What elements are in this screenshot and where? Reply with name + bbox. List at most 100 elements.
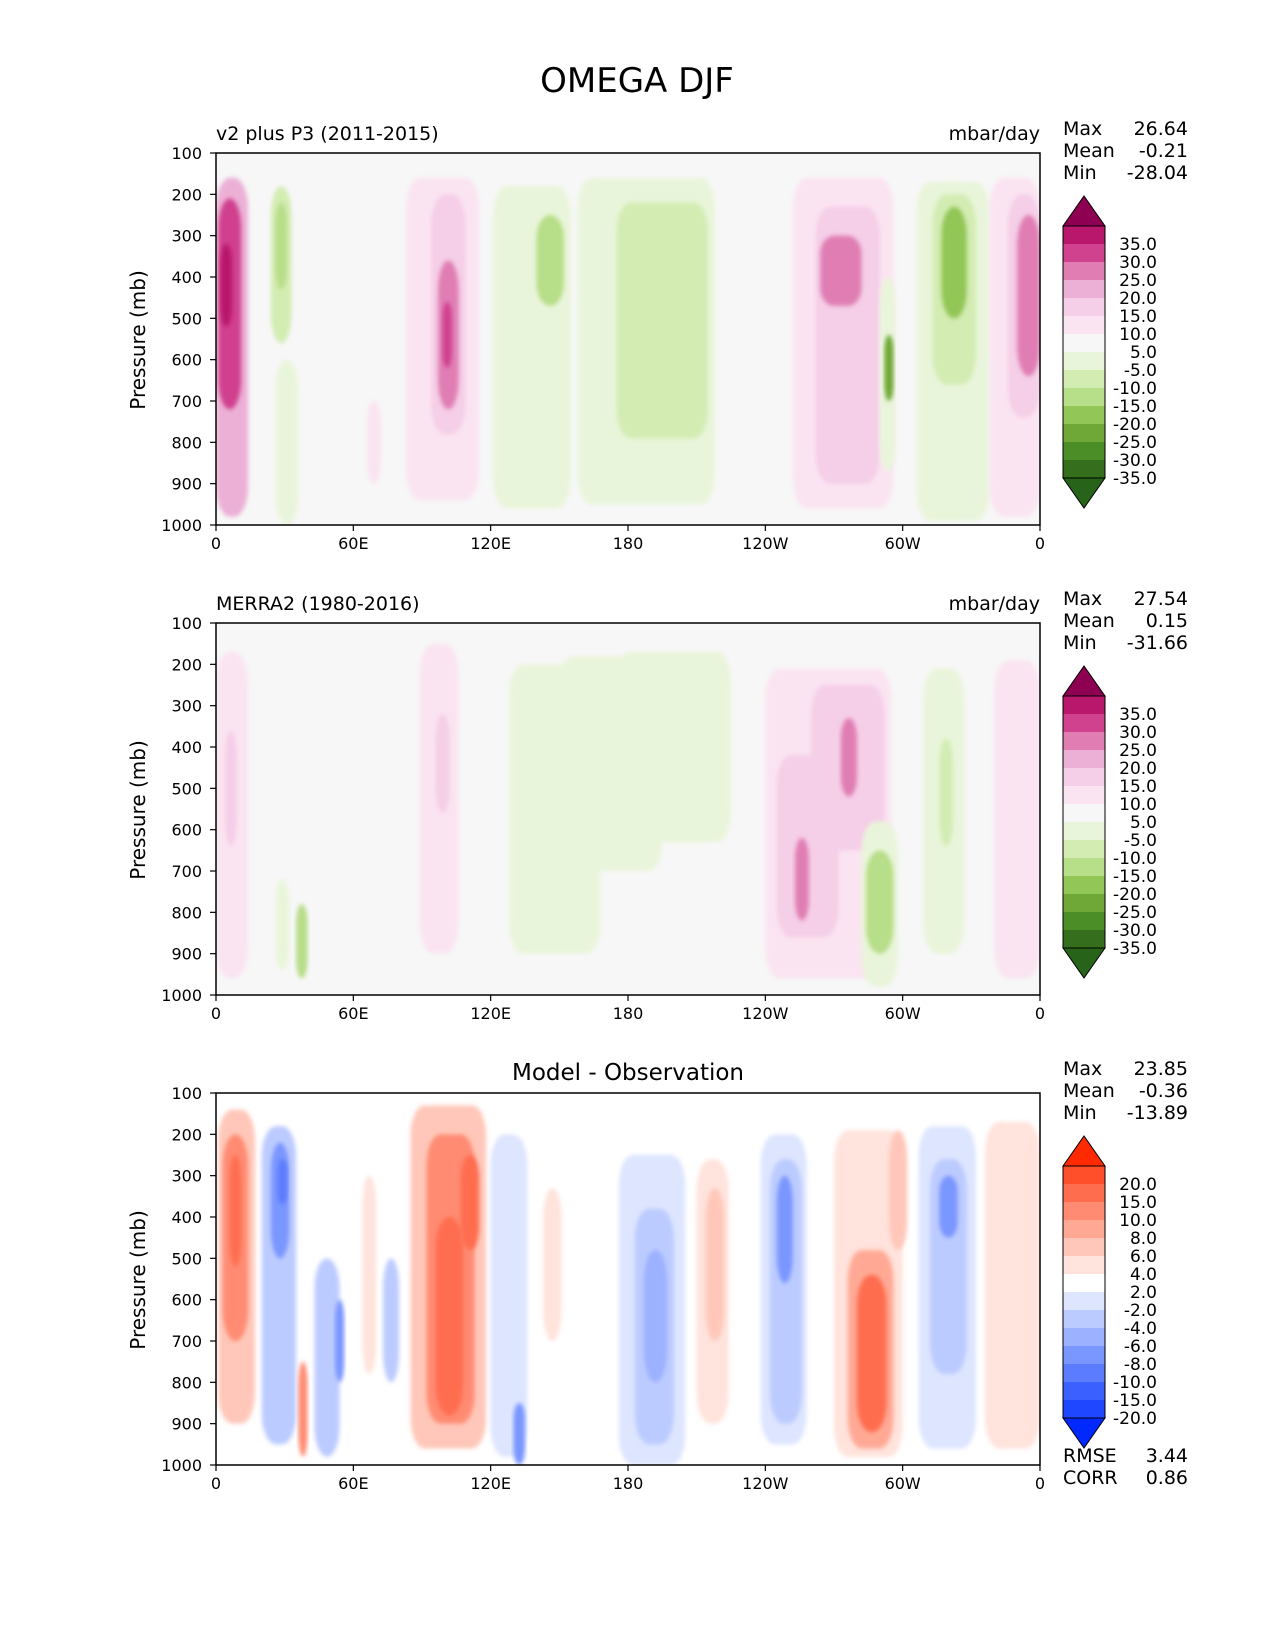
x-tick-label: 120E	[470, 534, 511, 553]
y-tick-label: 600	[171, 1291, 202, 1310]
plot-area: 0 60E 120E 180 120W 60W 0 100 200 300 400 500 600 700…	[161, 614, 1045, 1023]
colorbar-segment	[1063, 714, 1105, 732]
y-tick-label: 1000	[161, 986, 202, 1005]
contour-cell	[1017, 215, 1040, 377]
x-tick-label: 120E	[470, 1004, 511, 1023]
units-label: mbar/day	[949, 593, 1040, 615]
y-tick-label: 700	[171, 862, 202, 881]
colorbar: 35.030.025.020.015.010.05.0-5.0-10.0-15.…	[1062, 665, 1157, 979]
y-axis-label: Pressure (mb)	[126, 270, 150, 410]
stat-label-max: Max	[1063, 588, 1102, 610]
x-tick-label: 0	[211, 534, 221, 553]
x-tick-label: 120W	[742, 534, 789, 553]
colorbar-segment	[1063, 732, 1105, 750]
colorbar-segment	[1063, 1382, 1105, 1400]
colorbar-label: -20.0	[1113, 1409, 1157, 1429]
colorbar-segment	[1063, 786, 1105, 804]
colorbar-label: 5.0	[1130, 343, 1157, 363]
colorbar-segment	[1063, 768, 1105, 786]
x-tick-label: 60E	[338, 1474, 368, 1493]
contour-cell	[985, 1121, 1040, 1449]
bottom-stats: RMSE 3.44 CORR 0.86	[1063, 1445, 1188, 1489]
contour-cell	[939, 1175, 958, 1238]
x-tick-label: 180	[613, 1004, 644, 1023]
x-tick-label: 180	[613, 1474, 644, 1493]
stat-value-max: 23.85	[1134, 1058, 1188, 1080]
colorbar-label: -8.0	[1124, 1355, 1157, 1375]
colorbar-label: -5.0	[1124, 361, 1157, 381]
colorbar-label: 20.0	[1119, 289, 1157, 309]
y-tick-label: 400	[171, 268, 202, 287]
colorbar-segment	[1063, 1184, 1105, 1202]
contour-cell	[383, 1258, 400, 1383]
contour-cell	[536, 215, 564, 306]
colorbar-label: 15.0	[1119, 1193, 1157, 1213]
colorbar-segment	[1063, 1256, 1105, 1274]
y-tick-label: 800	[171, 903, 202, 922]
y-tick-label: 200	[171, 1125, 202, 1144]
colorbar-label: -25.0	[1113, 433, 1157, 453]
colorbar-label: 10.0	[1119, 795, 1157, 815]
colorbar-label: -20.0	[1113, 415, 1157, 435]
stat-label-min: Min	[1063, 162, 1097, 184]
panel-difference: 0 60E 120E 180 120W 60W 0 100 200 300 400 500 600 700…	[126, 1058, 1188, 1493]
contour-field	[216, 643, 1040, 987]
y-axis-label: Pressure (mb)	[126, 740, 150, 880]
panel-observation: 0 60E 120E 180 120W 60W 0 100 200 300 400 500 600 700…	[126, 588, 1188, 1023]
y-tick-label: 500	[171, 1249, 202, 1268]
stats: Max 23.85 Mean -0.36 Min -13.89	[1063, 1058, 1188, 1124]
contour-cell	[888, 1130, 908, 1251]
contour-field	[218, 1105, 1040, 1465]
colorbar-segment	[1063, 696, 1105, 714]
y-tick-label: 300	[171, 227, 202, 246]
x-tick-label: 60E	[338, 1004, 368, 1023]
contour-cell	[776, 1175, 793, 1284]
contour-cell	[367, 401, 381, 484]
y-tick-label: 900	[171, 945, 202, 964]
colorbar-label: 15.0	[1119, 307, 1157, 327]
stat-label-rmse: RMSE	[1063, 1445, 1117, 1467]
colorbar-label: 5.0	[1130, 813, 1157, 833]
colorbar-segment	[1063, 1202, 1105, 1220]
x-tick-label: 120W	[742, 1474, 789, 1493]
x-tick-label: 180	[613, 534, 644, 553]
y-tick-label: 400	[171, 738, 202, 757]
colorbar-label: -20.0	[1113, 885, 1157, 905]
colorbar-segment	[1063, 1166, 1105, 1184]
contour-cell	[795, 837, 809, 921]
colorbar-segment	[1063, 316, 1105, 334]
x-tick-label: 60W	[885, 534, 921, 553]
stat-label-mean: Mean	[1063, 610, 1115, 632]
colorbar-min-extension	[1062, 477, 1106, 509]
colorbar-segment	[1063, 840, 1105, 858]
stat-value-rmse: 3.44	[1146, 1445, 1188, 1467]
contour-cell	[460, 1155, 480, 1251]
colorbar-label: -15.0	[1113, 1391, 1157, 1411]
stat-label-mean: Mean	[1063, 140, 1115, 162]
colorbar: 20.015.010.08.06.04.02.0-2.0-4.0-6.0-8.0…	[1062, 1135, 1157, 1449]
y-tick-label: 100	[171, 614, 202, 633]
colorbar-segment	[1063, 460, 1105, 478]
colorbar-label: 20.0	[1119, 759, 1157, 779]
contour-cell	[543, 1188, 562, 1341]
panel-title-center: Model - Observation	[512, 1060, 744, 1086]
x-tick-label: 120E	[470, 1474, 511, 1493]
colorbar: 35.030.025.020.015.010.05.0-5.0-10.0-15.…	[1062, 195, 1157, 509]
y-tick-label: 300	[171, 1167, 202, 1186]
colorbar-max-extension	[1062, 665, 1106, 697]
contour-cell	[840, 718, 857, 797]
contour-cell	[705, 1188, 725, 1341]
contour-cell	[362, 1175, 377, 1375]
y-tick-label: 700	[171, 1332, 202, 1351]
contour-cell	[442, 301, 452, 368]
stat-value-min: -13.89	[1127, 1102, 1188, 1124]
colorbar-segment	[1063, 1400, 1105, 1418]
colorbar-label: 10.0	[1119, 1211, 1157, 1231]
colorbar-segment	[1063, 1292, 1105, 1310]
colorbar-segment	[1063, 262, 1105, 280]
colorbar-min-extension	[1062, 1417, 1106, 1449]
stat-value-max: 27.54	[1134, 588, 1188, 610]
colorbar-label: -4.0	[1124, 1319, 1157, 1339]
colorbar-label: -30.0	[1113, 921, 1157, 941]
